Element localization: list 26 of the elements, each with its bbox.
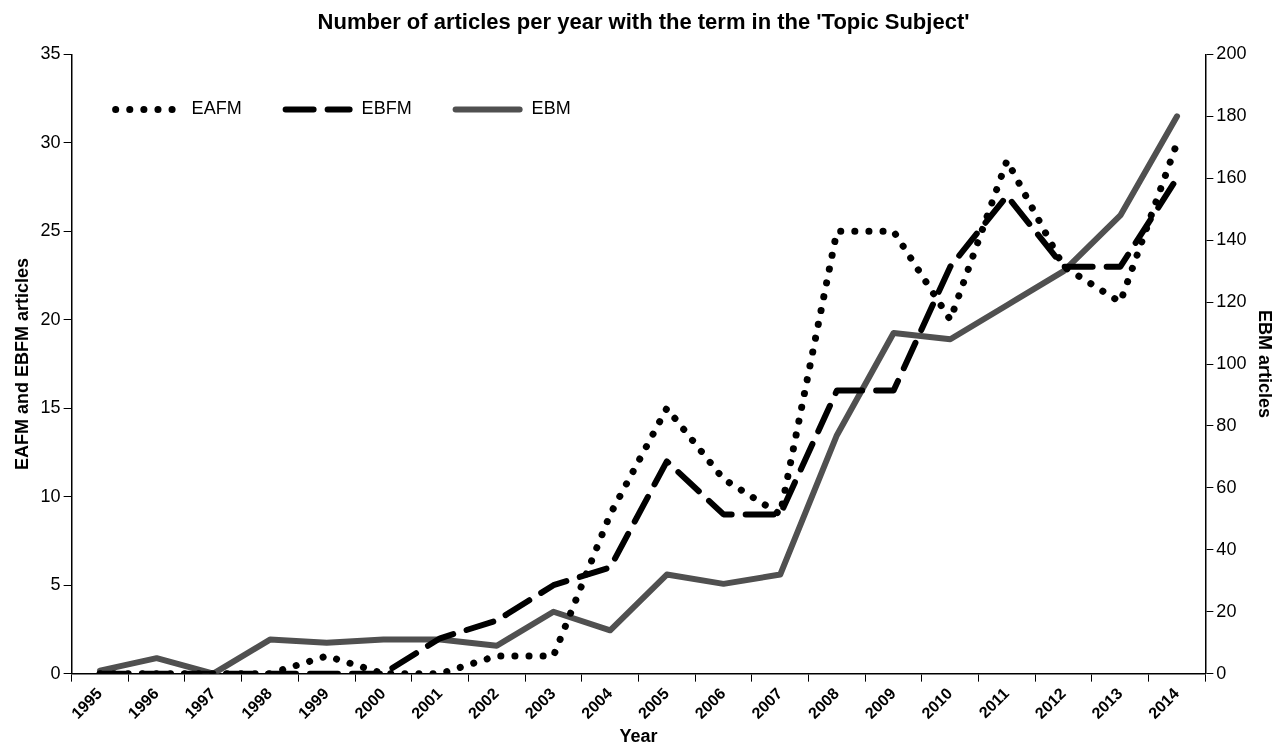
y-tick-label: 0 <box>50 662 61 683</box>
chart-title: Number of articles per year with the term in the 'Topic Subject' <box>317 9 970 35</box>
y2-tick-label: 80 <box>1216 414 1237 435</box>
x-axis-title: Year <box>619 726 658 747</box>
legend-label: EAFM <box>191 98 242 119</box>
y-tick-label: 30 <box>40 131 61 152</box>
y2-tick-label: 0 <box>1216 662 1227 683</box>
y2-tick-label: 160 <box>1216 167 1247 188</box>
y2-tick-label: 60 <box>1216 476 1237 497</box>
y-tick-label: 25 <box>40 220 61 241</box>
legend-label: EBM <box>531 98 571 119</box>
y2-tick-label: 100 <box>1216 353 1247 373</box>
y-tick-label: 15 <box>40 397 61 418</box>
y-tick-label: 5 <box>50 574 61 595</box>
y-tick-label: 10 <box>40 485 61 506</box>
y2-tick-label: 180 <box>1216 105 1247 126</box>
legend-label: EBFM <box>361 98 412 119</box>
y2-tick-label: 200 <box>1216 43 1247 64</box>
y2-tick-label: 40 <box>1216 538 1237 559</box>
y-axis-title: EAFM and EBFM articles <box>11 258 32 471</box>
y2-tick-label: 140 <box>1216 229 1247 250</box>
y2-tick-label: 120 <box>1216 291 1247 312</box>
y2-tick-label: 20 <box>1216 600 1237 621</box>
y-tick-label: 35 <box>40 43 61 64</box>
y-tick-label: 20 <box>40 308 61 329</box>
y2-axis-title: EBM articles <box>1255 310 1276 419</box>
